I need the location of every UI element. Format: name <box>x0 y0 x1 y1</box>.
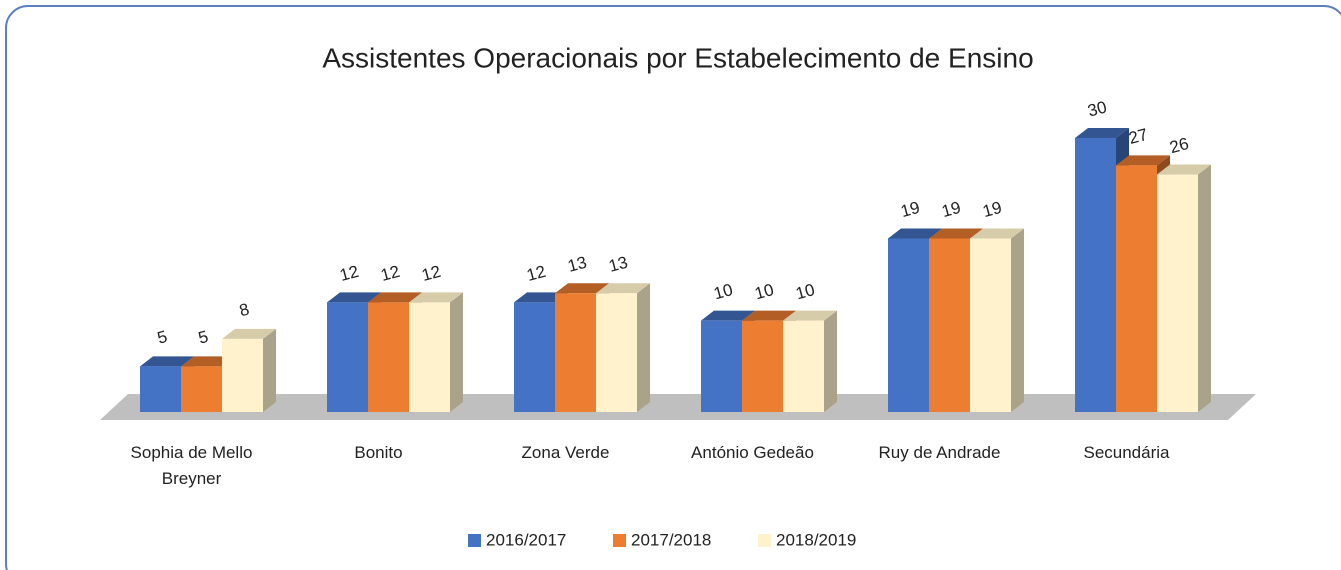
data-label: 13 <box>566 253 589 276</box>
data-label: 12 <box>420 262 443 285</box>
data-label: 27 <box>1127 125 1150 148</box>
bar <box>742 320 783 412</box>
data-label: 19 <box>981 198 1004 221</box>
bar <box>222 338 263 412</box>
bar-side <box>263 328 276 412</box>
x-tick-label: António Gedeão <box>691 443 814 462</box>
bar-top <box>888 228 942 239</box>
bar <box>929 238 970 412</box>
chart-border <box>5 5 1341 570</box>
legend-swatch <box>468 534 481 547</box>
bar-top <box>1157 164 1211 175</box>
bar <box>888 238 929 412</box>
bar-top <box>929 228 983 239</box>
bar-top <box>514 292 568 303</box>
bar-top <box>181 356 235 367</box>
bar-top <box>783 310 837 321</box>
legend-swatch <box>758 534 771 547</box>
x-tick-label: Zona Verde <box>521 443 610 462</box>
bar-top <box>596 283 650 294</box>
bar-top <box>555 283 609 294</box>
bar-top <box>970 228 1024 239</box>
legend-swatch <box>613 534 626 547</box>
bar <box>140 366 181 412</box>
bar <box>181 366 222 412</box>
chart-title: Assistentes Operacionais por Estabelecim… <box>322 42 1033 73</box>
bar-top <box>1116 155 1170 166</box>
data-label: 19 <box>899 198 922 221</box>
bar <box>555 293 596 412</box>
bar <box>368 302 409 412</box>
x-tick-label: Ruy de Andrade <box>878 443 1001 462</box>
bar-side <box>1011 228 1024 412</box>
bar-side <box>637 283 650 412</box>
bar <box>1075 138 1116 412</box>
bar <box>970 238 1011 412</box>
legend-label: 2016/2017 <box>486 530 566 549</box>
data-label: 10 <box>753 280 776 303</box>
bar <box>327 302 368 412</box>
data-label: 12 <box>338 262 361 285</box>
legend-label: 2018/2019 <box>776 530 856 549</box>
data-label: 30 <box>1086 97 1109 120</box>
bar-top <box>701 310 755 321</box>
bar-top <box>327 292 381 303</box>
bar-top <box>368 292 422 303</box>
bar-side <box>824 310 837 412</box>
data-label: 10 <box>794 280 817 303</box>
bar <box>783 320 824 412</box>
x-tick-label: Sophia de Mello Breyner <box>130 443 253 488</box>
data-label: 12 <box>379 262 402 285</box>
bar-top <box>140 356 194 367</box>
data-label: 13 <box>607 253 630 276</box>
data-label: 26 <box>1168 134 1191 157</box>
legend-label: 2017/2018 <box>631 530 711 549</box>
data-label: 10 <box>712 280 735 303</box>
bar <box>1157 174 1198 412</box>
bar-side <box>450 292 463 412</box>
bar-top <box>222 328 276 339</box>
x-tick-label: Secundária <box>1083 443 1170 462</box>
data-label: 12 <box>525 262 548 285</box>
bar <box>409 302 450 412</box>
bar-side <box>1198 164 1211 412</box>
bar-top <box>409 292 463 303</box>
bar-top <box>1075 128 1129 138</box>
x-tick-label: Bonito <box>354 443 403 462</box>
bar <box>701 320 742 412</box>
bar <box>596 293 637 412</box>
bar-top <box>742 310 796 321</box>
bar <box>514 302 555 412</box>
bar <box>1116 165 1157 412</box>
data-label: 19 <box>940 198 963 221</box>
